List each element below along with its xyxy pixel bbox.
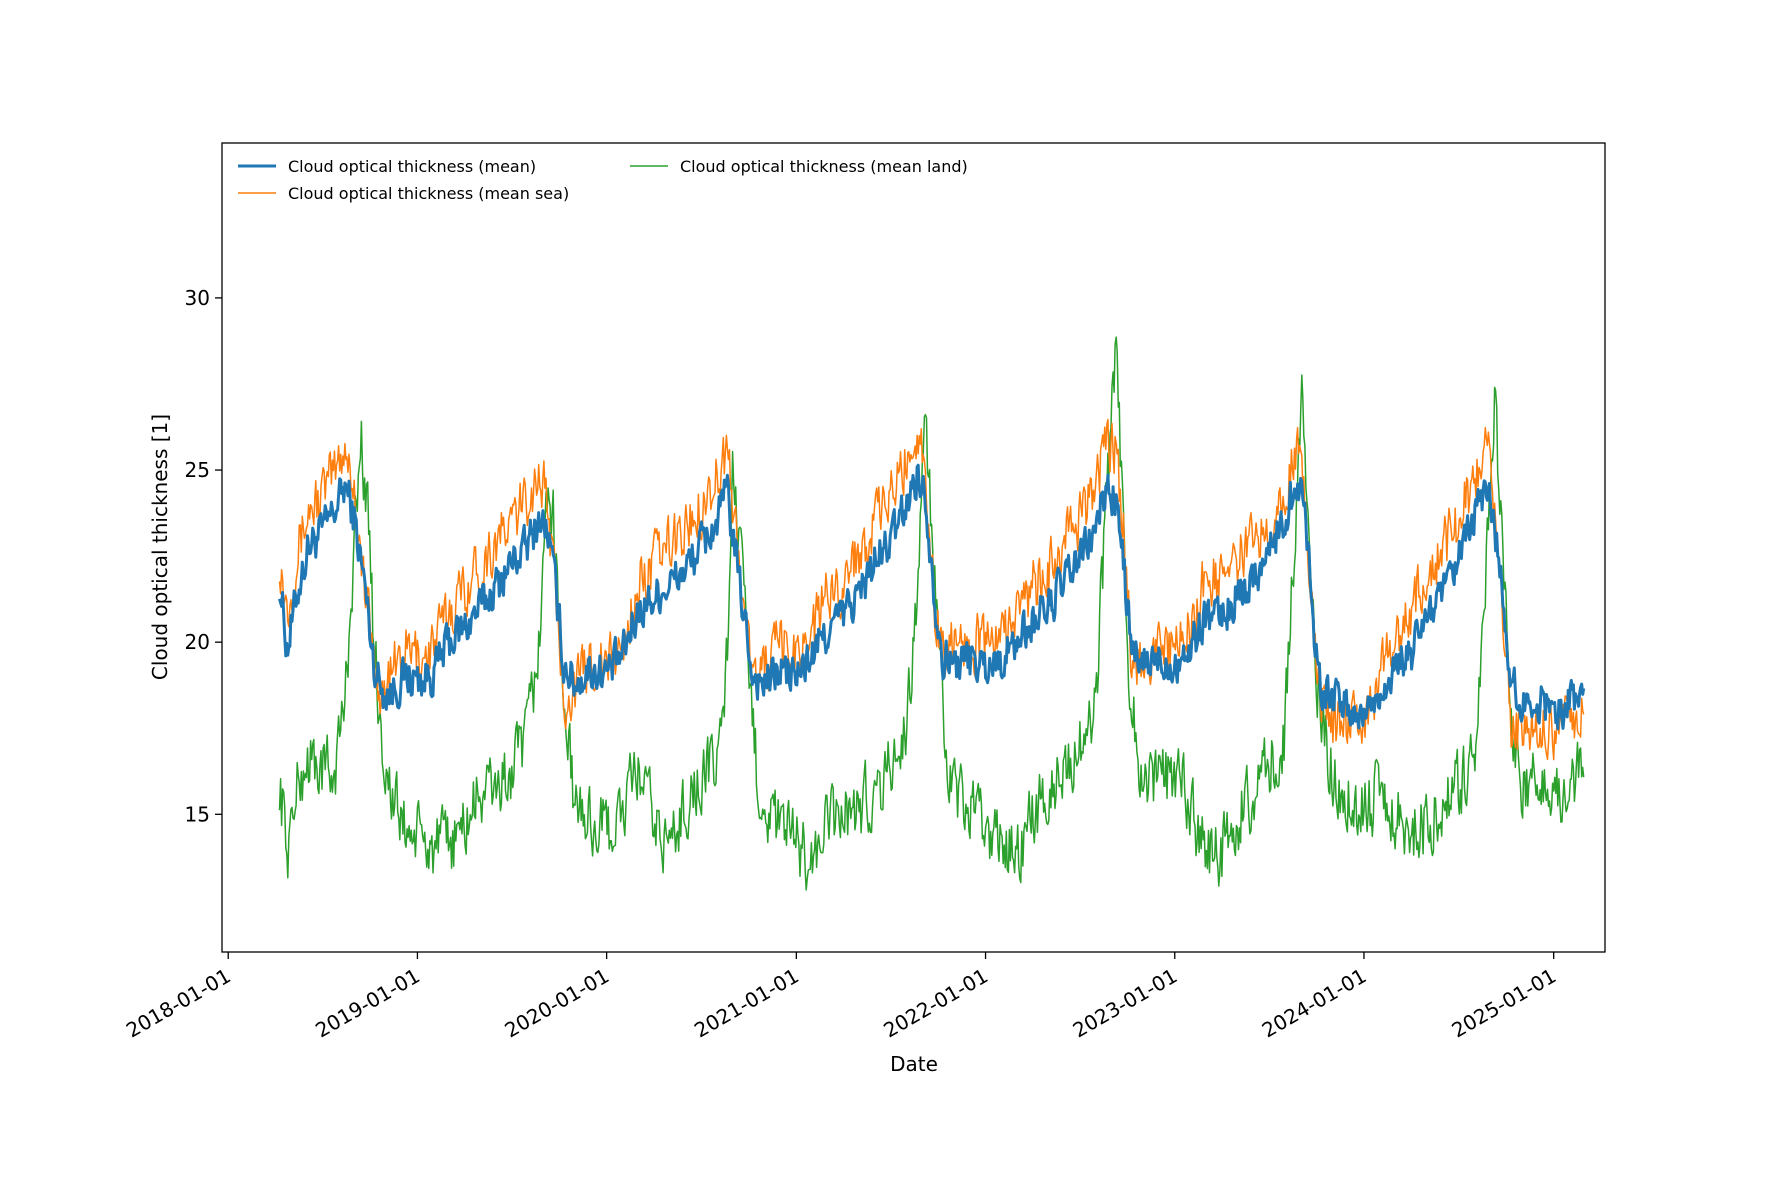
- series-line-mean-land: [278, 336, 1585, 891]
- y-axis-title: Cloud optical thickness [1]: [148, 414, 172, 680]
- legend-label-mean: Cloud optical thickness (mean): [288, 157, 536, 176]
- legend: Cloud optical thickness (mean) Cloud opti…: [238, 157, 968, 203]
- series-line-mean: [278, 463, 1586, 731]
- y-tick-label: 20: [185, 630, 210, 654]
- plot-frame: [221, 142, 1606, 953]
- y-tick-label: 25: [185, 458, 210, 482]
- y-axis: 15 20 25 30: [185, 286, 222, 826]
- y-tick-label: 15: [185, 802, 210, 826]
- legend-label-mean-land: Cloud optical thickness (mean land): [680, 157, 968, 176]
- y-tick-label: 30: [185, 286, 210, 310]
- series-layer: [278, 336, 1586, 891]
- legend-label-mean-sea: Cloud optical thickness (mean sea): [288, 184, 569, 203]
- x-axis-title: Date: [890, 1052, 938, 1076]
